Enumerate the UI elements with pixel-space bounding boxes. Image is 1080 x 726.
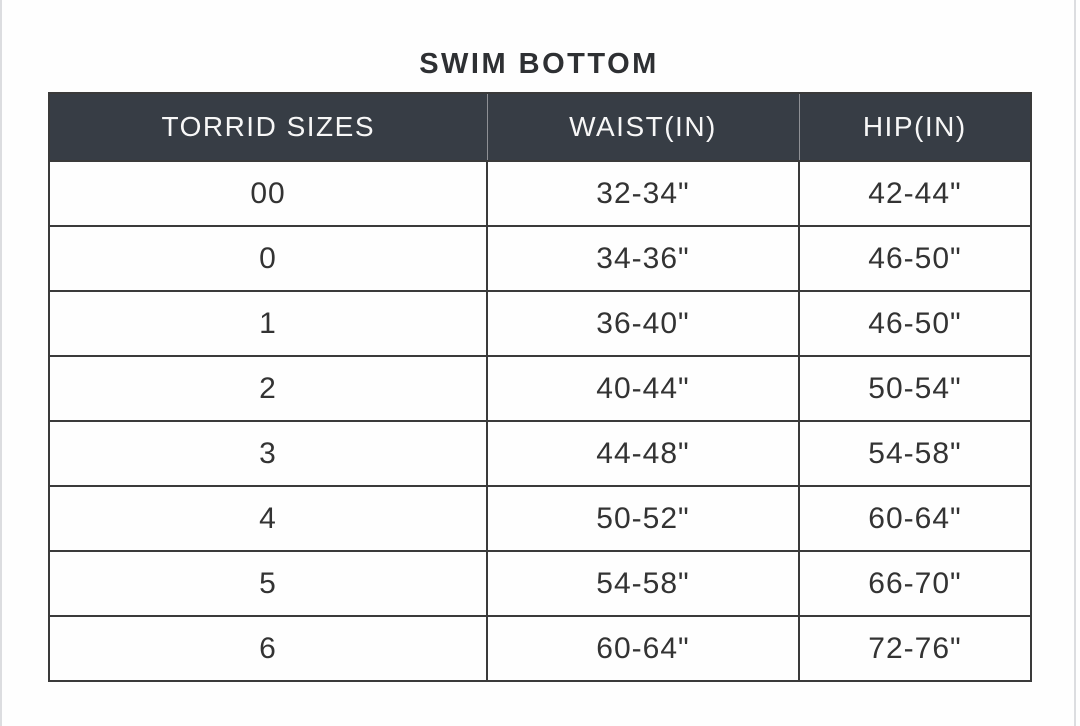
waist-cell: 60-64" [486,615,800,682]
column-header-waist: WAIST(IN) [487,93,800,162]
hip-cell: 50-54" [798,355,1032,422]
waist-cell: 44-48" [486,420,800,487]
table-row: 5 54-58" 66-70" [48,550,1032,617]
waist-cell: 54-58" [486,550,800,617]
hip-cell: 42-44" [798,160,1032,227]
waist-cell: 34-36" [486,225,800,292]
size-chart-table: TORRID SIZES WAIST(IN) HIP(IN) 00 32-34"… [48,92,1032,682]
waist-cell: 36-40" [486,290,800,357]
size-cell: 5 [48,550,488,617]
header-row: TORRID SIZES WAIST(IN) HIP(IN) [49,93,1031,162]
size-cell: 4 [48,485,488,552]
waist-cell: 50-52" [486,485,800,552]
hip-cell: 60-64" [798,485,1032,552]
page-edge-line-left [0,0,2,726]
waist-cell: 32-34" [486,160,800,227]
column-header-torrid-sizes: TORRID SIZES [49,93,488,162]
hip-cell: 54-58" [798,420,1032,487]
table-row: 3 44-48" 54-58" [48,420,1032,487]
size-cell: 6 [48,615,488,682]
waist-cell: 40-44" [486,355,800,422]
hip-cell: 72-76" [798,615,1032,682]
size-cell: 1 [48,290,488,357]
size-cell: 00 [48,160,488,227]
table-row: 1 36-40" 46-50" [48,290,1032,357]
table-row: 0 34-36" 46-50" [48,225,1032,292]
size-cell: 2 [48,355,488,422]
size-cell: 3 [48,420,488,487]
size-cell: 0 [48,225,488,292]
page-edge-line-right [1074,0,1076,726]
hip-cell: 66-70" [798,550,1032,617]
hip-cell: 46-50" [798,225,1032,292]
table-row: 4 50-52" 60-64" [48,485,1032,552]
column-header-hip: HIP(IN) [799,93,1031,162]
table-row: 00 32-34" 42-44" [48,160,1032,227]
table-row: 6 60-64" 72-76" [48,615,1032,682]
hip-cell: 46-50" [798,290,1032,357]
page-title: SWIM BOTTOM [419,48,659,80]
table-row: 2 40-44" 50-54" [48,355,1032,422]
